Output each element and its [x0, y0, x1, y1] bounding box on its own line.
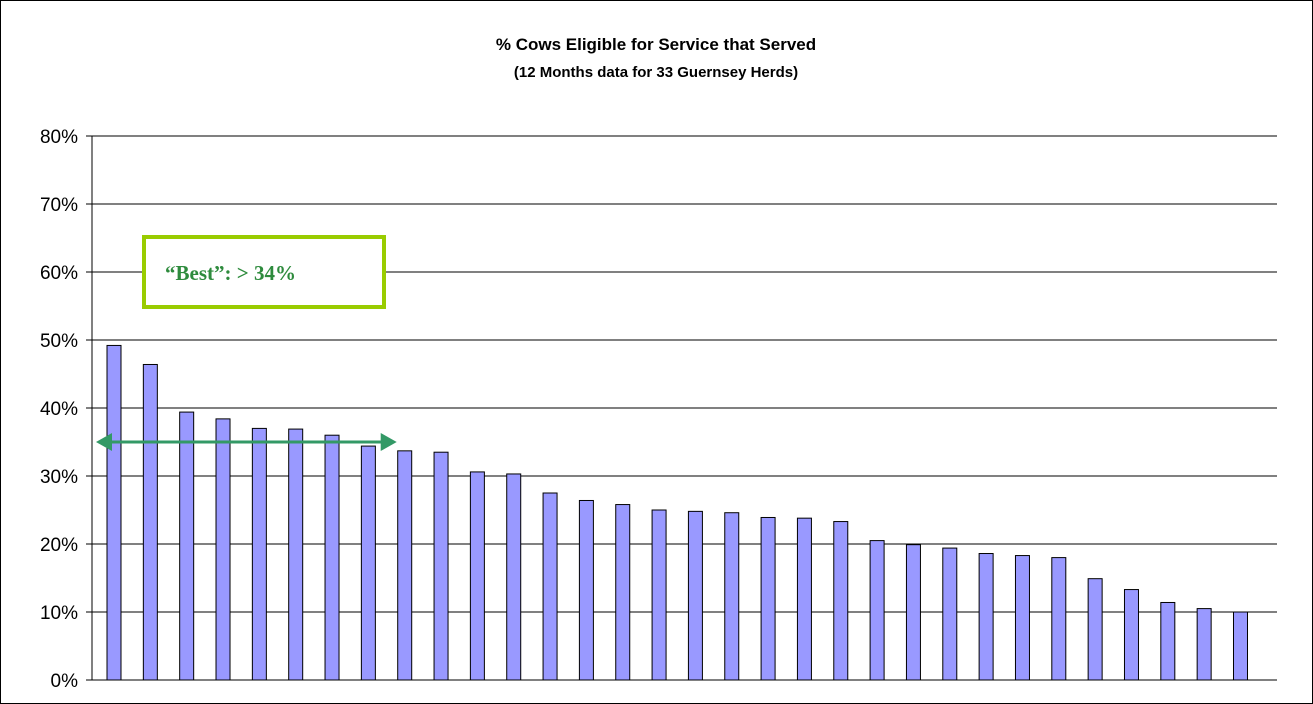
y-tick-label: 20% [40, 535, 78, 556]
bar [687, 510, 703, 681]
bar [978, 553, 994, 681]
bar [288, 428, 304, 681]
best-range-arrow-head-right [380, 433, 397, 451]
bar [615, 504, 631, 681]
bar [942, 547, 958, 681]
bars [106, 344, 1248, 681]
bar [433, 451, 449, 681]
bar [760, 516, 776, 681]
bar [833, 521, 849, 681]
bar [1232, 611, 1248, 681]
bar [469, 471, 485, 681]
bar [1051, 557, 1067, 681]
y-tick-label: 0% [51, 671, 79, 692]
chart-subtitle: (12 Months data for 33 Guernsey Herds) [514, 64, 798, 81]
y-tick-label: 60% [40, 263, 78, 284]
bar [324, 434, 340, 681]
bar [142, 363, 158, 681]
bar [106, 344, 122, 681]
bar [1087, 578, 1103, 681]
y-tick-label: 80% [40, 127, 78, 148]
y-axis-ticks: 0% 10% 20% 30% 40% 50% 60% 70% 80% [40, 127, 92, 692]
bar [905, 544, 921, 681]
chart-title: % Cows Eligible for Service that Served [496, 35, 816, 54]
plot-area: 0% 10% 20% 30% 40% 50% 60% 70% 80% [40, 127, 1277, 692]
y-tick-label: 50% [40, 331, 78, 352]
bar [397, 450, 413, 681]
bar [179, 411, 195, 681]
bar [251, 427, 267, 681]
y-tick-label: 30% [40, 467, 78, 488]
bar [724, 512, 740, 681]
bar [796, 517, 812, 681]
bar [1160, 601, 1176, 681]
y-tick-label: 40% [40, 399, 78, 420]
bar [215, 418, 231, 681]
bar [1123, 589, 1139, 681]
best-range-arrow-head-left [96, 433, 112, 451]
bar [360, 445, 376, 681]
bar [542, 492, 558, 681]
bar [869, 540, 885, 681]
bar [578, 499, 594, 681]
bar [1196, 608, 1212, 681]
bar [651, 509, 667, 681]
y-tick-label: 10% [40, 603, 78, 624]
bar [506, 473, 522, 681]
y-tick-label: 70% [40, 195, 78, 216]
bar [1014, 555, 1030, 681]
best-label: “Best”: > 34% [165, 261, 296, 285]
best-annotation: “Best”: > 34% [96, 235, 397, 451]
best-label-box [142, 235, 386, 309]
